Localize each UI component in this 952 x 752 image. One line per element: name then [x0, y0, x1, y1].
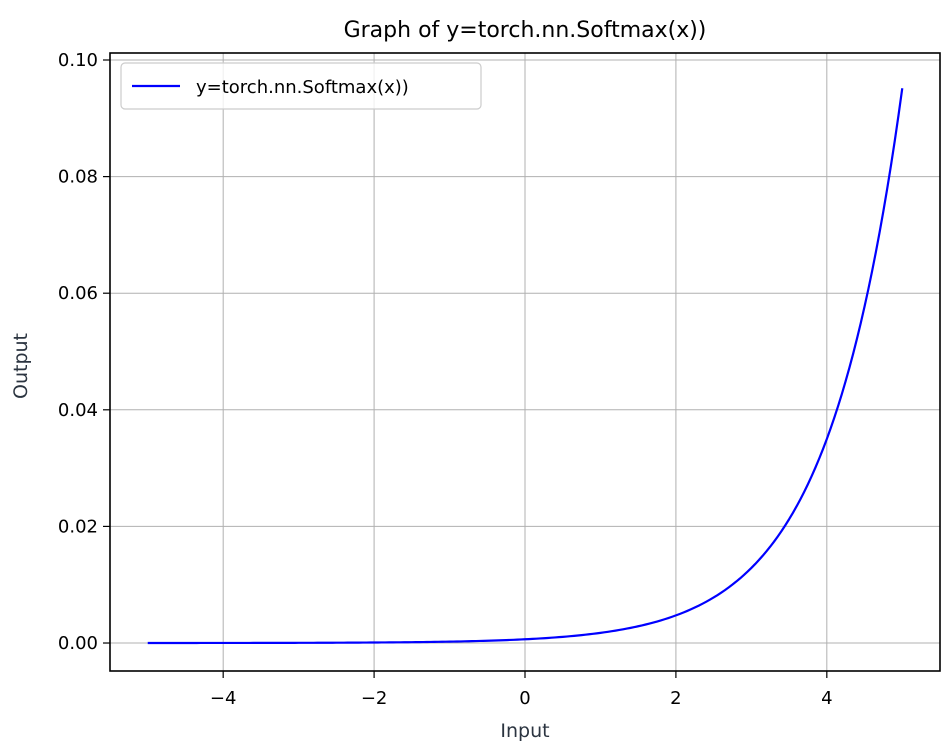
y-tick-label: 0.02: [58, 516, 98, 537]
legend-label: y=torch.nn.Softmax(x)): [196, 77, 409, 98]
y-tick-label: 0.08: [58, 167, 98, 188]
series-layer: [147, 88, 904, 645]
chart-title: Graph of y=torch.nn.Softmax(x)): [344, 18, 707, 43]
y-tick-label: 0.06: [58, 283, 98, 304]
x-tick-label: −4: [210, 688, 237, 709]
legend-box: [120, 62, 482, 110]
x-tick-label: −2: [361, 688, 388, 709]
x-axis-label: Input: [500, 720, 549, 742]
x-axis: −4 −2 0 2 4: [210, 671, 833, 709]
y-axis: 0.00 0.02 0.04 0.06 0.08 0.10: [58, 50, 110, 654]
y-tick-label: 0.10: [58, 50, 98, 71]
series-line: [147, 88, 904, 645]
y-tick-label: 0.00: [58, 633, 98, 654]
x-tick-label: 4: [821, 688, 832, 709]
y-axis-label: Output: [10, 333, 32, 399]
y-tick-label: 0.04: [58, 400, 98, 421]
x-tick-label: 2: [670, 688, 681, 709]
legend: y=torch.nn.Softmax(x)): [120, 62, 482, 110]
x-tick-label: 0: [519, 688, 530, 709]
